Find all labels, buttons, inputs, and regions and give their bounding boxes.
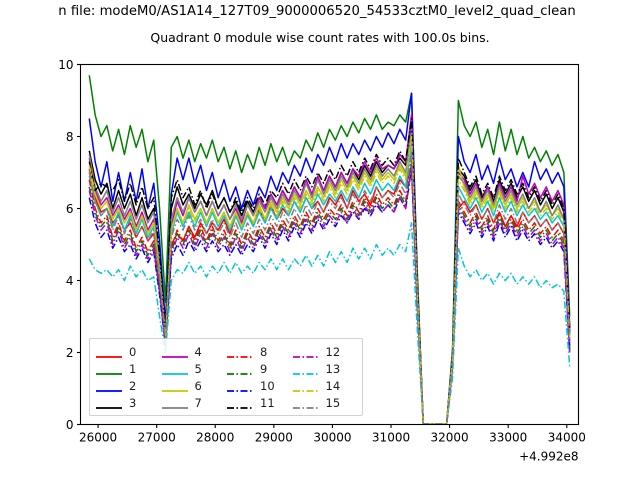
- svg-text:29000: 29000: [255, 431, 293, 445]
- legend-entry-4[interactable]: 4: [161, 343, 227, 360]
- legend-swatch-3: [95, 398, 123, 409]
- series-line-11: [88, 117, 571, 425]
- legend-entry-6[interactable]: 6: [161, 377, 227, 394]
- legend-entry-3[interactable]: 3: [95, 394, 161, 411]
- figure-suptitle: n file: modeM0/AS1A14_127T09_9000006520_…: [0, 4, 640, 19]
- legend-swatch-6: [161, 381, 189, 392]
- legend-label-2: 2: [129, 378, 137, 393]
- legend-swatch-4: [161, 347, 189, 358]
- legend-swatch-14: [292, 381, 320, 392]
- svg-text:34000: 34000: [548, 431, 586, 445]
- data-series-layer: [88, 75, 571, 425]
- legend-swatch-5: [161, 364, 189, 375]
- legend-entry-2[interactable]: 2: [95, 377, 161, 394]
- svg-text:32000: 32000: [431, 431, 469, 445]
- series-line-14: [88, 135, 571, 425]
- legend-label-15: 15: [325, 395, 341, 410]
- tick-label-layer: 26000 27000 28000 29000 30000 31000 32000 33000…: [58, 58, 586, 464]
- legend-swatch-0: [95, 347, 123, 358]
- legend-entry-1[interactable]: 1: [95, 360, 161, 377]
- legend-label-9: 9: [260, 361, 268, 376]
- series-line-8: [88, 157, 571, 425]
- legend-label-1: 1: [129, 361, 137, 376]
- series-line-15: [88, 150, 571, 425]
- legend-label-8: 8: [260, 344, 268, 359]
- svg-text:33000: 33000: [489, 431, 527, 445]
- legend-swatch-9: [226, 364, 254, 375]
- svg-text:6: 6: [66, 202, 74, 216]
- svg-text:8: 8: [66, 130, 74, 144]
- svg-text:26000: 26000: [79, 431, 117, 445]
- svg-text:0: 0: [66, 418, 74, 432]
- legend-label-6: 6: [194, 378, 202, 393]
- series-line-1: [88, 75, 571, 425]
- axes-title: Quadrant 0 module wise count rates with …: [150, 30, 490, 45]
- legend-entry-11[interactable]: 11: [226, 394, 292, 411]
- legend-grid: 0 4 8 12 1 5 9 13 2 6 10 14 3 7 11 15: [95, 343, 357, 411]
- legend-entry-14[interactable]: 14: [292, 377, 358, 394]
- svg-text:27000: 27000: [138, 431, 176, 445]
- legend-entry-8[interactable]: 8: [226, 343, 292, 360]
- legend-entry-0[interactable]: 0: [95, 343, 161, 360]
- svg-text:10: 10: [58, 58, 73, 72]
- legend-swatch-11: [226, 398, 254, 409]
- legend-label-10: 10: [260, 378, 275, 393]
- svg-text:2: 2: [66, 346, 74, 360]
- legend-label-13: 13: [325, 361, 341, 376]
- legend-swatch-2: [95, 381, 123, 392]
- legend-entry-12[interactable]: 12: [292, 343, 358, 360]
- legend-label-12: 12: [325, 344, 341, 359]
- svg-text:30000: 30000: [313, 431, 351, 445]
- legend-swatch-13: [292, 364, 320, 375]
- legend-entry-9[interactable]: 9: [226, 360, 292, 377]
- svg-text:31000: 31000: [372, 431, 410, 445]
- svg-text:4: 4: [66, 274, 74, 288]
- legend-label-3: 3: [129, 395, 137, 410]
- series-line-12: [88, 164, 571, 425]
- legend-entry-15[interactable]: 15: [292, 394, 358, 411]
- legend-swatch-7: [161, 398, 189, 409]
- legend-label-11: 11: [260, 395, 275, 410]
- svg-text:+4.992e8: +4.992e8: [519, 450, 578, 464]
- legend-label-14: 14: [325, 378, 341, 393]
- legend-label-0: 0: [129, 344, 137, 359]
- legend-entry-10[interactable]: 10: [226, 377, 292, 394]
- legend-swatch-8: [226, 347, 254, 358]
- legend-swatch-10: [226, 381, 254, 392]
- legend-label-5: 5: [194, 361, 202, 376]
- legend-entry-5[interactable]: 5: [161, 360, 227, 377]
- axis-layer: [77, 63, 580, 428]
- legend-swatch-15: [292, 398, 320, 409]
- legend-label-4: 4: [194, 344, 202, 359]
- legend-entry-7[interactable]: 7: [161, 394, 227, 411]
- legend-swatch-12: [292, 347, 320, 358]
- series-line-13: [88, 222, 571, 425]
- legend-swatch-1: [95, 364, 123, 375]
- legend-label-7: 7: [194, 395, 202, 410]
- legend-entry-13[interactable]: 13: [292, 360, 358, 377]
- legend[interactable]: 0 4 8 12 1 5 9 13 2 6 10 14 3 7 11 15: [89, 338, 363, 416]
- svg-text:28000: 28000: [196, 431, 234, 445]
- figure-suptitle-text: n file: modeM0/AS1A14_127T09_9000006520_…: [58, 4, 576, 19]
